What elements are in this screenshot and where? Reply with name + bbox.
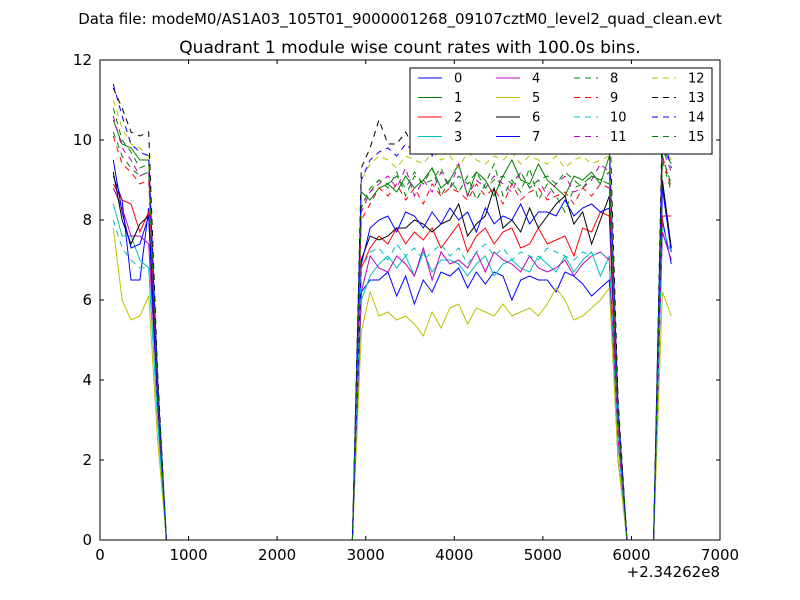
y-tick-label: 0 [82, 531, 92, 549]
series-line-3 [112, 203, 672, 541]
series-line-12 [112, 99, 672, 541]
legend-label-10: 10 [610, 111, 627, 126]
legend-label-0: 0 [454, 72, 462, 87]
legend-label-5: 5 [532, 91, 540, 106]
x-tick-label: 4000 [435, 546, 473, 564]
legend-label-2: 2 [454, 111, 462, 126]
series-line-5 [112, 227, 672, 541]
y-tick-label: 12 [73, 51, 92, 69]
series-line-7 [112, 159, 672, 541]
x-tick-label: 2000 [258, 546, 296, 564]
legend-label-11: 11 [610, 130, 627, 145]
chart-title: Quadrant 1 module wise count rates with … [179, 38, 640, 58]
x-tick-label: 7000 [701, 546, 739, 564]
series-line-13 [112, 87, 672, 541]
legend-label-4: 4 [532, 72, 540, 87]
y-tick-label: 4 [82, 371, 92, 389]
series-line-6 [112, 171, 672, 541]
y-tick-label: 2 [82, 451, 92, 469]
y-tick-label: 6 [82, 291, 92, 309]
series-line-9 [112, 135, 672, 541]
y-tick-label: 8 [82, 211, 92, 229]
series-line-4 [112, 187, 672, 541]
legend-label-7: 7 [532, 130, 540, 145]
legend-label-6: 6 [532, 111, 540, 126]
legend-label-9: 9 [610, 91, 618, 106]
x-tick-label: 5000 [524, 546, 562, 564]
legend-label-1: 1 [454, 91, 462, 106]
legend-label-12: 12 [688, 72, 705, 87]
y-tick-label: 10 [73, 131, 92, 149]
chart-suptitle: Data file: modeM0/AS1A03_105T01_90000012… [78, 10, 722, 29]
x-tick-label: 0 [95, 546, 105, 564]
legend-label-14: 14 [688, 111, 705, 126]
x-tick-label: 1000 [169, 546, 207, 564]
legend-box [409, 67, 713, 155]
legend-label-15: 15 [688, 130, 705, 145]
x-tick-label: 6000 [612, 546, 650, 564]
x-offset-label: +2.34262e8 [627, 563, 720, 581]
series-line-2 [112, 183, 672, 541]
x-tick-label: 3000 [347, 546, 385, 564]
series-line-1 [112, 119, 672, 541]
series-line-10 [112, 219, 672, 541]
legend-label-8: 8 [610, 72, 618, 87]
series-line-8 [112, 107, 672, 541]
legend-label-3: 3 [454, 130, 462, 145]
series-line-15 [112, 131, 672, 541]
legend-label-13: 13 [688, 91, 705, 106]
